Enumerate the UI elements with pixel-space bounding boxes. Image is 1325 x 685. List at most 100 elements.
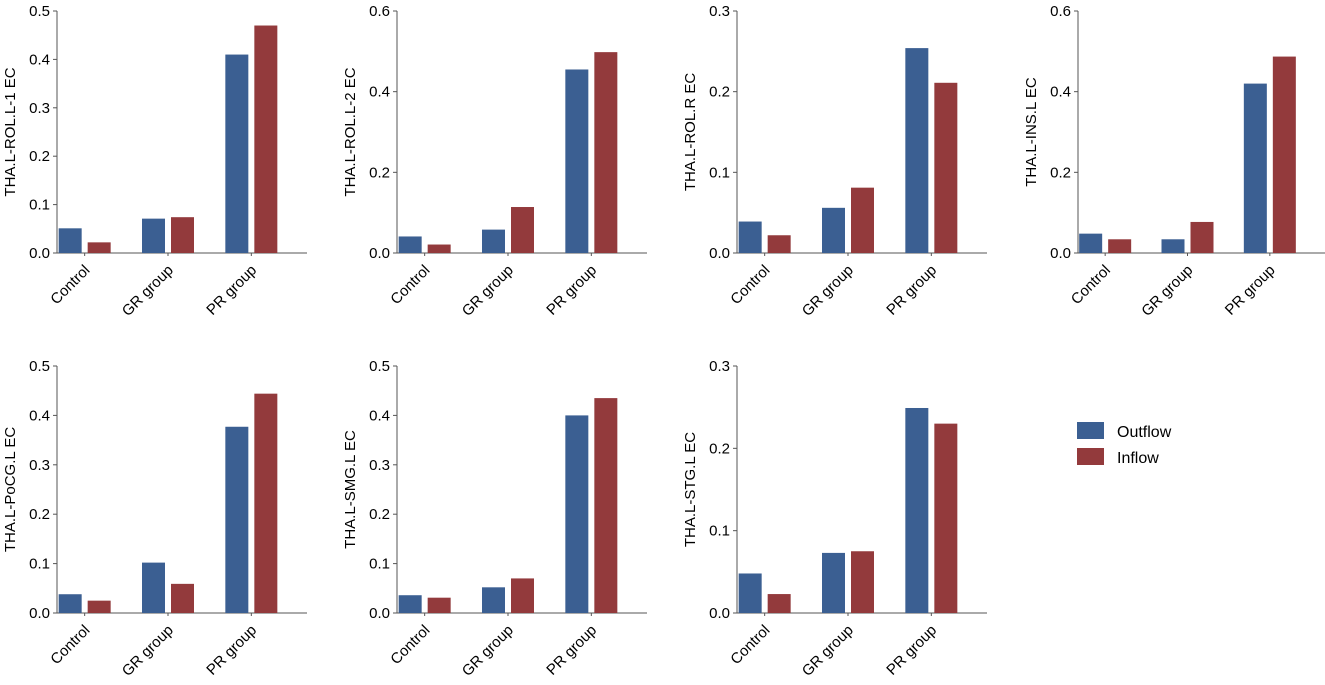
bar-outflow: [822, 207, 845, 253]
bar-inflow: [594, 52, 618, 253]
y-tick-label: 0.0: [709, 245, 730, 262]
y-tick-label: 0.2: [1050, 164, 1071, 181]
x-category-label: PR group: [1222, 262, 1279, 319]
x-category-label: Control: [387, 622, 433, 668]
legend: Outflow Inflow: [1077, 422, 1172, 467]
x-category-label: GR group: [119, 622, 177, 680]
y-tick-label: 0.3: [29, 100, 50, 117]
y-tick-label: 0.4: [29, 51, 50, 68]
chart-panel: 0.0 0.1 0.2 0.3 THA.L-STG.L EC Control GR grou…: [682, 358, 987, 680]
chart-panels: 0.0 0.1 0.2 0.3 0.4 0.5 THA.L-ROL.L-1 EC Contro…: [2, 3, 1325, 680]
y-tick-label: 0.2: [709, 440, 730, 457]
bar-inflow: [87, 600, 111, 613]
y-tick-label: 0.0: [369, 245, 390, 262]
y-tick-label: 0.1: [369, 556, 390, 573]
y-tick-label: 0.2: [709, 84, 730, 101]
y-tick-label: 0.0: [369, 605, 390, 622]
bar-outflow: [565, 69, 589, 253]
y-tick-label: 0.6: [1050, 3, 1071, 20]
bar-inflow: [851, 187, 874, 253]
x-category-label: GR group: [799, 622, 857, 680]
y-tick-label: 0.3: [709, 358, 730, 375]
y-tick-label: 0.5: [29, 358, 50, 375]
bar-inflow: [1108, 239, 1132, 253]
y-tick-label: 0.4: [369, 407, 390, 424]
y-tick-label: 0.1: [709, 523, 730, 540]
y-tick-label: 0.0: [709, 605, 730, 622]
bar-outflow: [738, 573, 762, 613]
bar-outflow: [398, 595, 422, 613]
x-category-label: GR group: [459, 262, 517, 320]
bar-inflow: [511, 578, 534, 613]
y-axis-label: THA.L-ROL.L-2 EC: [342, 67, 359, 196]
y-tick-label: 0.1: [29, 197, 50, 214]
x-category-label: Control: [387, 262, 433, 308]
bar-inflow: [934, 423, 958, 613]
bar-outflow: [398, 236, 422, 253]
bar-inflow: [1190, 221, 1214, 253]
chart-panel: 0.0 0.1 0.2 0.3 0.4 0.5 THA.L-PoCG.L EC Control…: [2, 358, 307, 680]
bar-inflow: [254, 393, 278, 613]
bar-outflow: [142, 562, 165, 613]
y-tick-label: 0.6: [369, 3, 390, 20]
x-category-label: GR group: [119, 262, 177, 320]
chart-panel: 0.0 0.2 0.4 0.6 THA.L-INS.L EC Control GR grou…: [1023, 3, 1325, 320]
x-category-label: GR group: [1138, 262, 1196, 320]
bar-inflow: [851, 551, 874, 613]
y-tick-label: 0.0: [29, 605, 50, 622]
y-axis-label: THA.L-ROL.L-1 EC: [2, 67, 19, 196]
bar-outflow: [1161, 239, 1185, 253]
legend-swatch-outflow: [1077, 422, 1104, 439]
x-category-label: PR group: [543, 262, 600, 319]
y-tick-label: 0.1: [29, 556, 50, 573]
bar-inflow: [427, 597, 451, 613]
x-category-label: PR group: [203, 262, 260, 319]
legend-label-inflow: Inflow: [1117, 450, 1159, 467]
x-category-label: Control: [47, 622, 93, 668]
bar-inflow: [594, 398, 618, 613]
bar-outflow: [58, 228, 82, 253]
y-tick-label: 0.4: [1050, 84, 1071, 101]
y-tick-label: 0.2: [369, 164, 390, 181]
y-axis-label: THA.L-PoCG.L EC: [2, 427, 19, 552]
bar-outflow: [142, 218, 165, 253]
x-category-label: PR group: [543, 622, 600, 679]
y-tick-label: 0.4: [29, 407, 50, 424]
y-tick-label: 0.4: [369, 84, 390, 101]
y-tick-label: 0.2: [369, 506, 390, 523]
chart-panel: 0.0 0.2 0.4 0.6 THA.L-ROL.L-2 EC Control GR gr…: [342, 3, 647, 320]
y-tick-label: 0.2: [29, 506, 50, 523]
bar-inflow: [87, 242, 111, 253]
y-axis-label: THA.L-STG.L EC: [682, 432, 699, 547]
bar-inflow: [934, 82, 958, 253]
bar-inflow: [767, 594, 791, 613]
chart-panel: 0.0 0.1 0.2 0.3 0.4 0.5 THA.L-SMG.L EC Control G…: [342, 358, 647, 680]
bar-inflow: [427, 244, 451, 253]
bar-outflow: [482, 229, 505, 253]
bar-outflow: [58, 594, 82, 613]
bar-outflow: [1243, 83, 1267, 253]
bar-outflow: [905, 407, 929, 613]
x-category-label: PR group: [883, 622, 940, 679]
bar-inflow: [254, 25, 278, 253]
bar-outflow: [905, 48, 929, 254]
chart-panel: 0.0 0.1 0.2 0.3 THA.L-ROL.R EC Control GR grou…: [682, 3, 987, 320]
bar-outflow: [225, 426, 249, 613]
bar-inflow: [1272, 56, 1296, 254]
y-tick-label: 0.0: [29, 245, 50, 262]
x-category-label: GR group: [799, 262, 857, 320]
x-category-label: PR group: [203, 622, 260, 679]
bar-outflow: [225, 54, 249, 254]
bar-outflow: [482, 587, 505, 613]
bar-outflow: [565, 415, 589, 613]
y-tick-label: 0.5: [369, 358, 390, 375]
x-category-label: PR group: [883, 262, 940, 319]
x-category-label: GR group: [459, 622, 517, 680]
bar-inflow: [171, 217, 194, 253]
chart-panel: 0.0 0.1 0.2 0.3 0.4 0.5 THA.L-ROL.L-1 EC Contro…: [2, 3, 307, 320]
y-axis-label: THA.L-ROL.R EC: [682, 73, 699, 192]
legend-label-outflow: Outflow: [1117, 424, 1172, 441]
bar-outflow: [822, 552, 845, 613]
y-tick-label: 0.3: [709, 3, 730, 20]
